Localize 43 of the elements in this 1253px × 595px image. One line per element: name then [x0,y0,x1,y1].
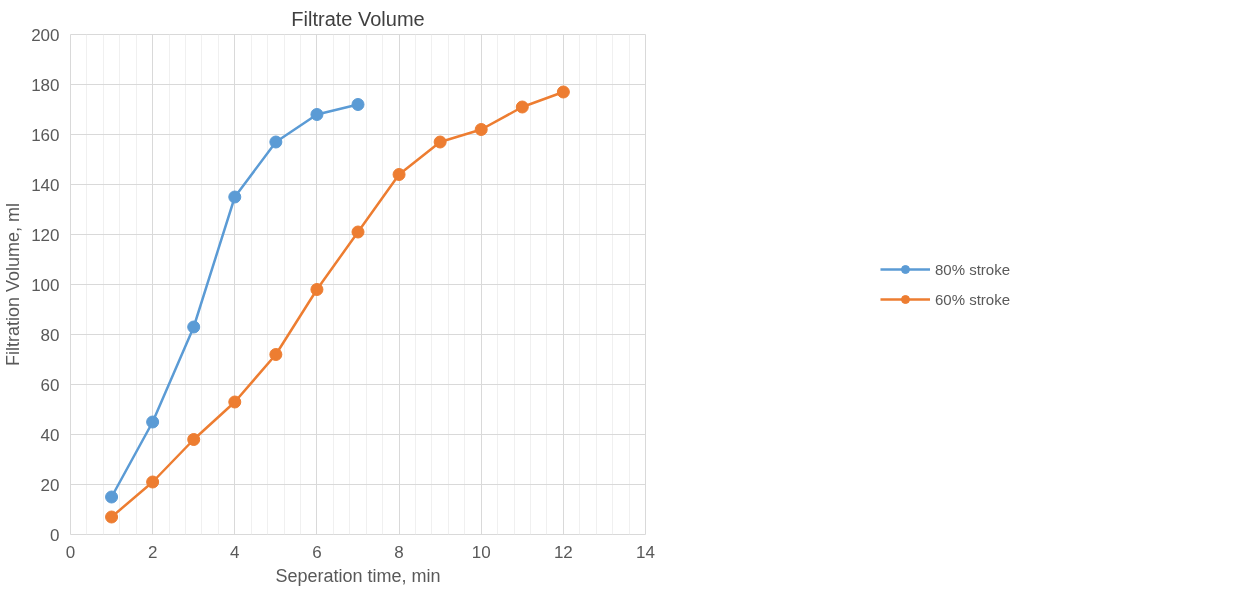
x-tick-label: 8 [394,542,404,562]
x-tick-label: 6 [312,542,322,562]
x-tick-label: 10 [471,542,491,562]
x-tick-label: 2 [147,542,158,562]
point [556,85,570,99]
point [433,135,447,149]
x-tick-label: 4 [230,542,240,562]
y-tick-label: 160 [31,125,60,145]
point [474,123,488,136]
chart-title: Filtrate Volume [291,7,425,30]
point [351,98,365,111]
point [351,225,365,239]
y-axis-title: Filtration Volume, ml [3,202,24,367]
point [269,348,283,361]
point [187,433,201,446]
point [228,190,242,204]
y-tick-label: 100 [31,275,60,295]
point [146,475,160,489]
y-tick-label: 120 [31,225,60,245]
y-tick-label: 0 [50,525,60,545]
point [146,415,160,429]
y-tick-label: 60 [40,375,60,395]
legend-label: 80% stroke [934,260,1011,278]
y-tick-label: 200 [31,25,60,45]
point [105,490,119,504]
point [105,510,119,524]
x-tick-label: 12 [553,542,573,562]
legend-label: 60% stroke [934,290,1011,308]
point [310,108,324,121]
point [228,395,242,409]
y-tick-label: 80 [40,325,60,345]
point [392,168,406,181]
point [187,320,201,334]
x-tick-label: 14 [636,542,655,562]
point [515,100,529,114]
y-tick-label: 140 [31,175,60,195]
point [310,283,324,296]
y-tick-label: 180 [31,75,60,95]
x-tick-label: 0 [65,542,76,562]
point [269,135,283,149]
x-axis-title: Seperation time, min [275,565,441,586]
y-tick-label: 40 [40,425,60,445]
y-tick-label: 20 [40,475,60,495]
